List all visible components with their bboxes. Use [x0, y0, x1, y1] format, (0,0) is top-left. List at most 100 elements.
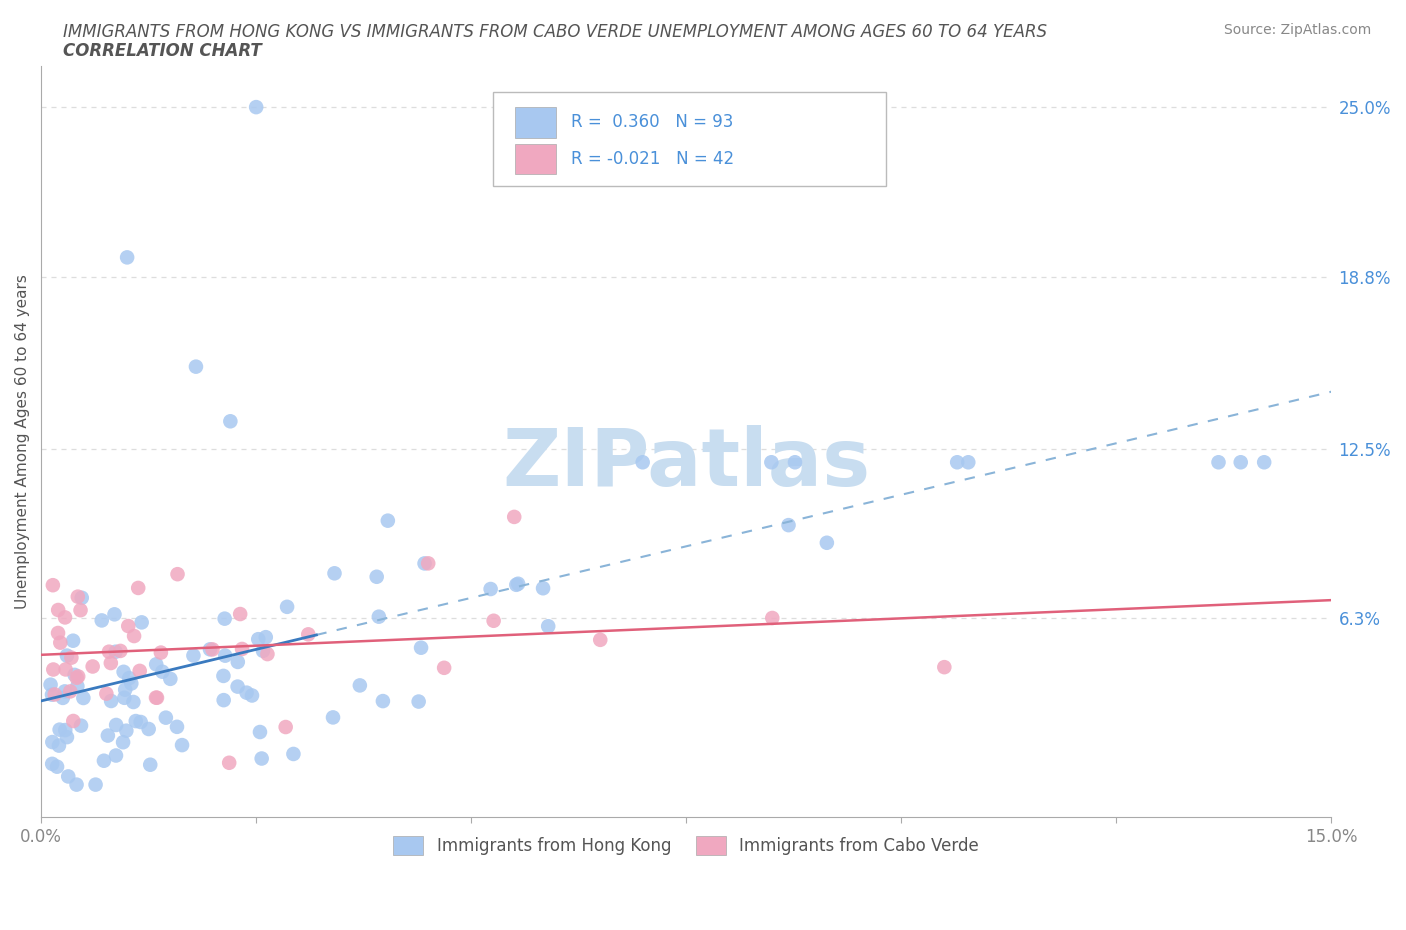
Point [226, 679, 249, 694]
Point [240, 688, 263, 703]
Point [100, 694, 122, 709]
Point [52, 690, 75, 705]
Point [70, 718, 93, 733]
Point [104, 748, 127, 763]
Point [377, 513, 399, 528]
Point [67, 669, 90, 684]
Point [226, 655, 249, 670]
Point [46, 759, 69, 774]
Point [761, 610, 783, 625]
Point [138, 722, 160, 737]
Point [90, 613, 112, 628]
Point [245, 100, 267, 114]
Text: ZIPatlas: ZIPatlas [502, 425, 870, 503]
Point [159, 671, 181, 686]
Point [276, 600, 298, 615]
Point [214, 611, 236, 626]
Point [122, 629, 145, 644]
Point [42, 578, 65, 592]
Point [283, 747, 305, 762]
Point [65, 777, 87, 792]
Point [946, 455, 969, 470]
Point [115, 724, 138, 738]
Point [1253, 455, 1275, 470]
Point [231, 642, 253, 657]
Point [631, 455, 654, 470]
Point [1208, 455, 1230, 470]
Point [100, 656, 122, 671]
Point [170, 737, 193, 752]
Legend: Immigrants from Hong Kong, Immigrants from Cabo Verde: Immigrants from Hong Kong, Immigrants fr… [387, 829, 986, 862]
Point [212, 669, 235, 684]
Point [778, 518, 800, 533]
Point [103, 607, 125, 622]
Point [59, 684, 82, 698]
Point [254, 630, 277, 644]
Point [131, 615, 153, 630]
Point [93, 753, 115, 768]
Point [150, 664, 173, 679]
Point [127, 580, 149, 595]
FancyBboxPatch shape [492, 92, 886, 186]
Point [48, 723, 70, 737]
Point [957, 455, 980, 470]
Point [235, 685, 257, 700]
Point [41, 735, 63, 750]
Point [58, 769, 80, 784]
Bar [515, 108, 555, 138]
Point [48, 738, 70, 753]
Point [56, 648, 79, 663]
Point [39, 677, 62, 692]
Point [183, 648, 205, 663]
Point [166, 720, 188, 735]
Point [184, 359, 207, 374]
Point [408, 694, 430, 709]
Point [155, 711, 177, 725]
Point [508, 577, 530, 591]
Point [219, 414, 242, 429]
Point [201, 642, 224, 657]
Point [166, 566, 188, 581]
Point [503, 510, 526, 525]
Point [55, 662, 77, 677]
Y-axis label: Unemployment Among Ages 60 to 64 years: Unemployment Among Ages 60 to 64 years [15, 274, 30, 609]
Point [149, 645, 172, 660]
Point [105, 718, 128, 733]
Point [70, 591, 93, 605]
Point [97, 728, 120, 743]
Point [66, 679, 89, 694]
Point [214, 648, 236, 663]
Point [505, 578, 527, 592]
Point [60, 650, 83, 665]
Point [145, 690, 167, 705]
Point [69, 603, 91, 618]
Point [256, 646, 278, 661]
Text: R =  0.360   N = 93: R = 0.360 N = 93 [571, 113, 734, 131]
Point [53, 610, 76, 625]
Text: CORRELATION CHART: CORRELATION CHART [63, 42, 262, 60]
Point [433, 660, 456, 675]
Point [63, 668, 86, 683]
Point [212, 693, 235, 708]
Point [56, 730, 79, 745]
Point [218, 755, 240, 770]
Point [250, 751, 273, 766]
Point [252, 644, 274, 658]
Point [41, 756, 63, 771]
Point [112, 690, 135, 705]
Point [104, 644, 127, 659]
Point [249, 724, 271, 739]
Point [82, 659, 104, 674]
Text: IMMIGRANTS FROM HONG KONG VS IMMIGRANTS FROM CABO VERDE UNEMPLOYMENT AMONG AGES : IMMIGRANTS FROM HONG KONG VS IMMIGRANTS … [63, 23, 1047, 41]
Point [323, 565, 346, 580]
Point [371, 694, 394, 709]
Point [53, 684, 76, 698]
Point [96, 686, 118, 701]
Point [229, 606, 252, 621]
Point [66, 590, 89, 604]
Point [274, 720, 297, 735]
Point [110, 644, 132, 658]
Point [114, 683, 136, 698]
Point [118, 671, 141, 685]
Point [41, 687, 63, 702]
